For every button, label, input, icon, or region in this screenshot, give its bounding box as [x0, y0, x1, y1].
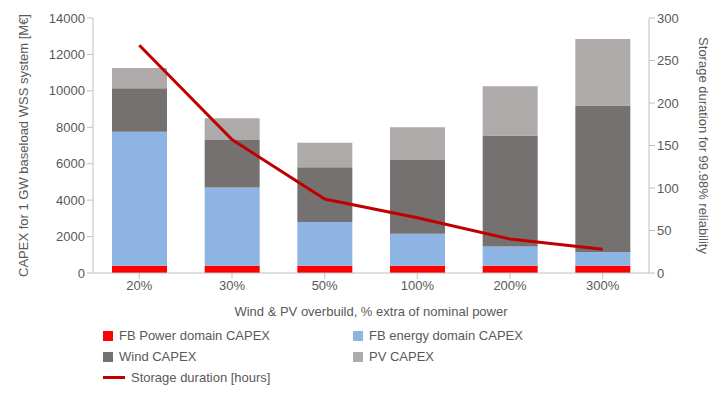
- html-text:FB energy domain CAPEX: FB energy domain CAPEX: [369, 328, 523, 343]
- svg-text:14000: 14000: [49, 11, 85, 26]
- svg-text:200%: 200%: [493, 278, 527, 293]
- svg-text:12000: 12000: [49, 47, 85, 62]
- svg-text:0: 0: [78, 266, 85, 281]
- svg-text:300: 300: [657, 11, 679, 26]
- html-text:Wind CAPEX: Wind CAPEX: [119, 349, 197, 364]
- html-text:PV CAPEX: PV CAPEX: [369, 349, 434, 364]
- html-text:Storage duration [hours]: Storage duration [hours]: [131, 370, 271, 385]
- svg-text:100%: 100%: [401, 278, 435, 293]
- svg-text:10000: 10000: [49, 83, 85, 98]
- svg-text:Storage duration for 99.98% re: Storage duration for 99.98% reliability: [696, 37, 711, 254]
- svg-text:50: 50: [657, 223, 671, 238]
- svg-text:300%: 300%: [586, 278, 620, 293]
- svg-text:0: 0: [657, 266, 664, 281]
- svg-text:4000: 4000: [56, 193, 85, 208]
- svg-text:250: 250: [657, 53, 679, 68]
- svg-text:CAPEX for 1 GW baseload WSS sy: CAPEX for 1 GW baseload WSS system [M€]: [16, 14, 31, 277]
- html-text:FB Power domain CAPEX: FB Power domain CAPEX: [119, 328, 270, 343]
- svg-text:30%: 30%: [219, 278, 245, 293]
- svg-text:Wind & PV overbuild, % extra o: Wind & PV overbuild, % extra of nominal …: [234, 304, 508, 319]
- svg-text:8000: 8000: [56, 120, 85, 135]
- svg-text:6000: 6000: [56, 156, 85, 171]
- svg-text:2000: 2000: [56, 229, 85, 244]
- svg-text:100: 100: [657, 181, 679, 196]
- svg-text:200: 200: [657, 96, 679, 111]
- svg-text:150: 150: [657, 138, 679, 153]
- svg-text:20%: 20%: [126, 278, 152, 293]
- svg-text:50%: 50%: [312, 278, 338, 293]
